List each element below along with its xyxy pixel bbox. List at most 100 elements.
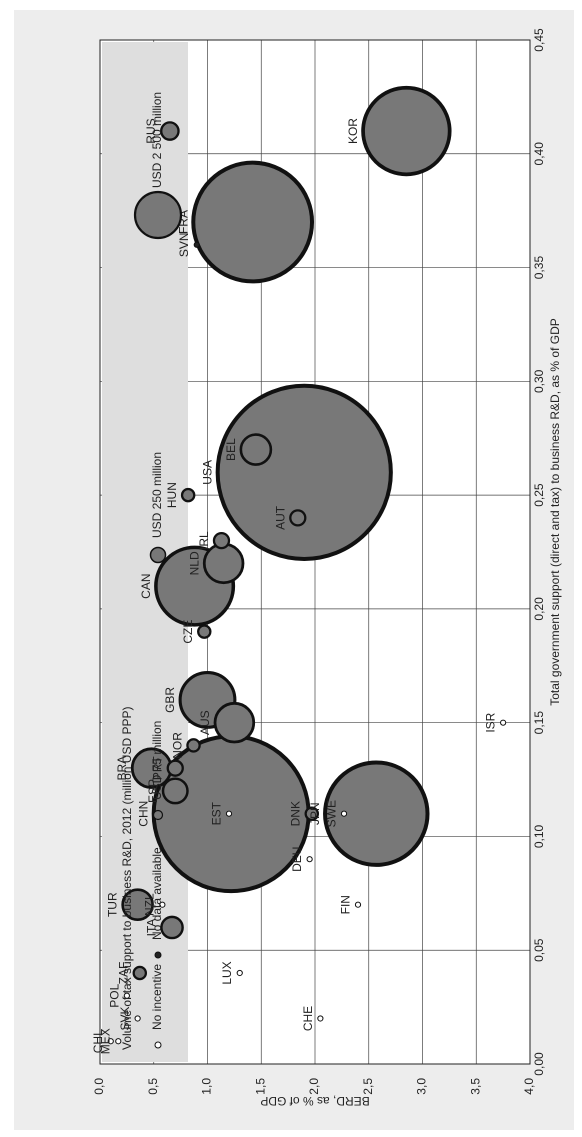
y-tick-label: 3,5 — [468, 1078, 482, 1095]
x-tick-label: 0,15 — [532, 711, 546, 735]
legend-marker-usd-75-million — [152, 809, 164, 821]
label-esp: ESP — [146, 779, 160, 803]
label-can: CAN — [139, 573, 153, 598]
y-tick-label: 0,0 — [92, 1078, 106, 1095]
label-dnk: DNK — [289, 801, 303, 826]
label-chl: CHL — [91, 1029, 105, 1053]
x-tick-label: 0,30 — [532, 369, 546, 393]
label-layer: KORRUSFRASVNBELUSAHUNAUTIRLNLDCANCZEGBRA… — [91, 118, 497, 1055]
bubble-che — [317, 1015, 324, 1022]
label-nld: NLD — [187, 551, 201, 575]
legend-label-no-data-available: No data available — [150, 847, 164, 940]
label-gbr: GBR — [163, 687, 177, 713]
bubble-dnk — [304, 806, 320, 821]
label-zaf: ZAF — [117, 962, 131, 985]
label-bra: BRA — [115, 756, 129, 781]
label-svk: SVK — [118, 1006, 132, 1030]
x-tick-label: 0,35 — [532, 256, 546, 280]
bubble-aus — [213, 701, 256, 744]
label-hun: HUN — [165, 482, 179, 508]
legend-marker-usd-2-500-million — [133, 190, 183, 240]
bubble-cze — [197, 624, 212, 639]
label-ita: ITA — [144, 919, 158, 937]
legend-label-usd-2-500-million: USD 2 500 million — [150, 92, 164, 188]
y-tick-label: 0,5 — [146, 1078, 160, 1095]
bubble-layer — [107, 85, 507, 1045]
label-mex: MEX — [99, 1028, 113, 1054]
label-swe: SWE — [324, 800, 338, 827]
label-aut: AUT — [273, 505, 287, 530]
legend-marker-no-incentive — [154, 1041, 162, 1049]
label-bel: BEL — [224, 438, 238, 461]
bubble-chl — [107, 1038, 114, 1045]
legend-label-usd-75-million: USD 75 million — [150, 721, 164, 800]
legend-label-no-incentive: No incentive — [150, 964, 164, 1030]
legend-marker-no-data-available — [154, 951, 162, 959]
label-fin: FIN — [338, 895, 352, 914]
bubble-fin — [354, 901, 362, 908]
label-che: CHE — [301, 1006, 315, 1031]
label-tur: TUR — [106, 892, 120, 917]
label-chn: CHN — [137, 801, 151, 827]
bubble-kor — [361, 85, 452, 177]
label-kor: KOR — [346, 118, 360, 144]
label-prt: PRT — [151, 756, 165, 780]
bubble-swe — [340, 810, 348, 817]
bubble-zaf — [132, 965, 148, 981]
bubble-svn — [193, 241, 200, 248]
label-deu: DEU — [290, 847, 304, 872]
y-axis-title: BERD, as % of GDP — [260, 1094, 369, 1108]
x-tick-label: 0,10 — [532, 824, 546, 848]
label-est: EST — [209, 801, 223, 825]
bubble-lux — [236, 969, 243, 977]
axis-titles: Total government support (direct and tax… — [260, 318, 562, 1108]
legend-title: Volume of tax support to business R&D, 2… — [120, 707, 134, 1051]
label-jpn: JPN — [308, 802, 322, 825]
x-tick-label: 0,05 — [532, 938, 546, 962]
label-nzl: NZL — [143, 893, 157, 916]
x-tick-label: 0,00 — [532, 1052, 546, 1076]
legend-marker-usd-250-million — [149, 546, 167, 564]
tick-layer: 0,00 0,05 0,10 0,15 0,20 0,25 0,30 0,35 0,40 0,45… — [92, 28, 546, 1095]
bubble-ita — [160, 915, 184, 940]
x-axis-title: Total government support (direct and tax… — [548, 318, 562, 706]
bubble-rus — [160, 121, 180, 141]
x-tick-label: 0,20 — [532, 597, 546, 621]
bubble-nzl — [159, 901, 166, 908]
label-usa: USA — [201, 460, 215, 485]
label-irl: IRL — [197, 531, 211, 550]
bubble-deu — [306, 856, 313, 863]
bubble-est — [225, 810, 233, 817]
bubble-nor — [186, 738, 201, 753]
bubble-aut — [289, 509, 307, 527]
y-tick-label: 1,5 — [253, 1078, 267, 1095]
bubble-esp — [161, 777, 189, 805]
bubble-pol — [123, 992, 130, 999]
bubble-usa — [215, 383, 393, 561]
y-tick-label: 1,0 — [200, 1078, 214, 1095]
bubble-fra — [191, 160, 315, 284]
label-pol: POL — [107, 983, 121, 1007]
bubble-svk — [134, 1015, 141, 1022]
bubble-isr — [500, 719, 507, 726]
y-tick-label: 2,5 — [361, 1078, 375, 1095]
bubble-tur — [121, 888, 154, 922]
bubble-jpn — [323, 760, 430, 867]
label-isr: ISR — [484, 712, 498, 732]
plot-border — [99, 39, 531, 1065]
legend-items: Volume of tax support to business R&D, 2… — [120, 92, 183, 1051]
legend-label-usd-250-million: USD 250 million — [150, 452, 164, 538]
label-nor: NOR — [170, 732, 184, 759]
y-tick-label: 2,0 — [307, 1078, 321, 1095]
label-lux: LUX — [220, 961, 234, 984]
bubble-bel — [239, 433, 273, 466]
x-tick-label: 0,40 — [532, 142, 546, 166]
label-cze: CZE — [181, 620, 195, 644]
bubble-mex — [115, 1038, 122, 1045]
label-rus: RUS — [144, 118, 158, 143]
bubble-irl — [212, 531, 231, 550]
label-svn: SVN — [177, 232, 191, 257]
label-aus: AUS — [198, 710, 212, 735]
bubble-hun — [180, 487, 196, 503]
